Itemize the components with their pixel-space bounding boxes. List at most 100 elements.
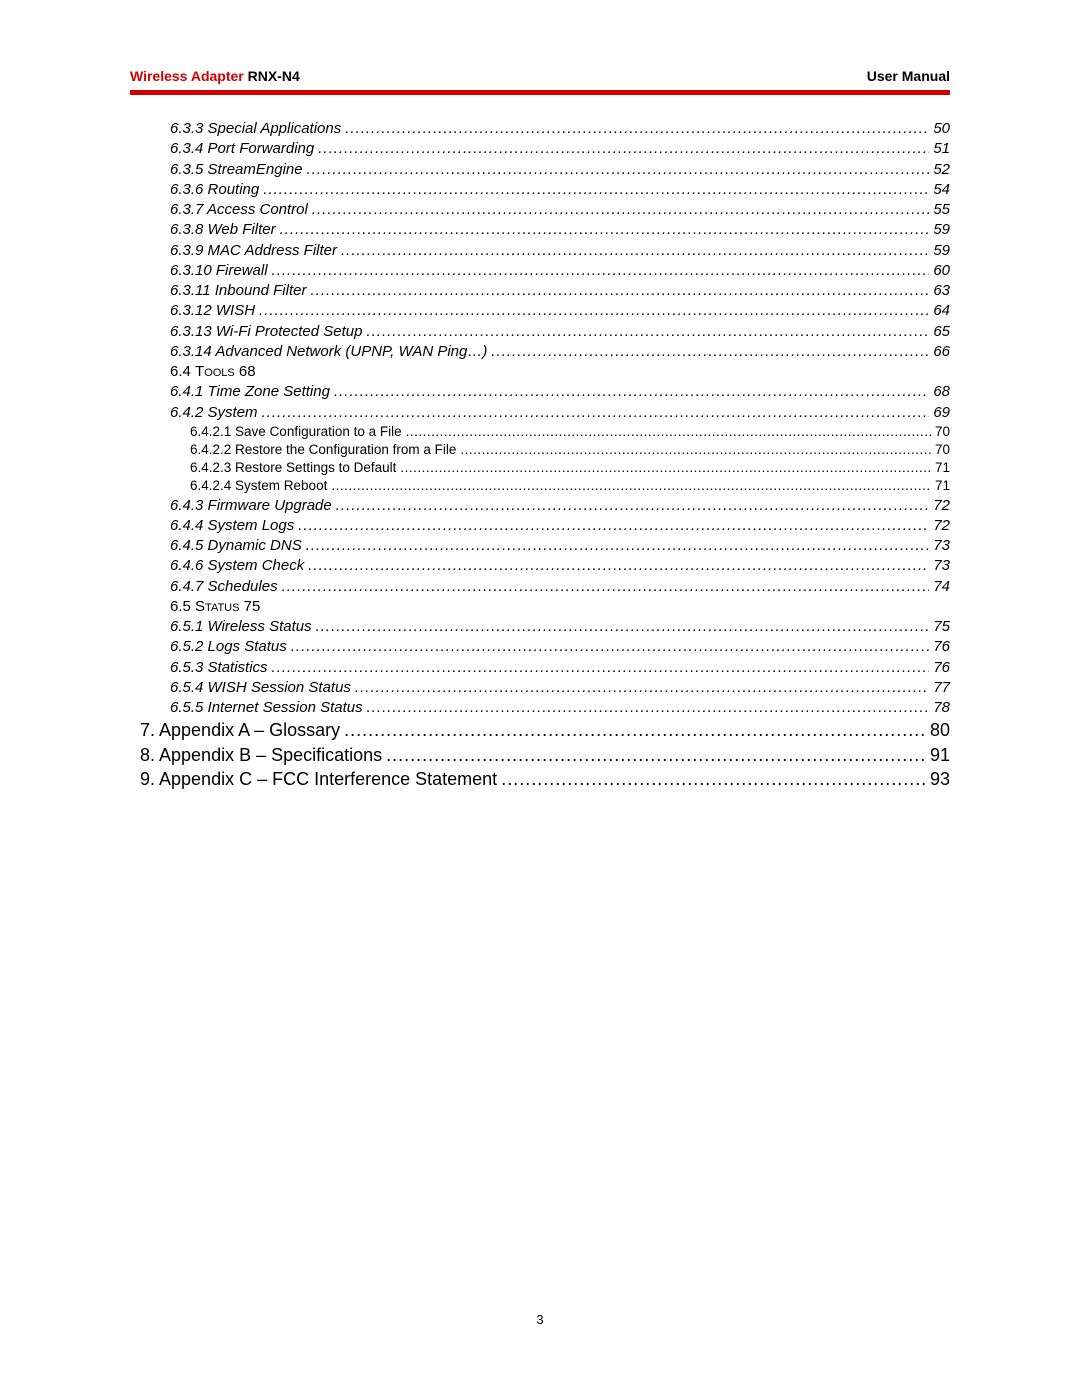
toc-leader-dots — [291, 637, 930, 657]
toc-entry-page: 55 — [933, 200, 950, 220]
toc-entry: 6.4.5 Dynamic DNS 73 — [130, 536, 950, 556]
toc-entry: 6.5 Status 75 — [130, 597, 950, 617]
toc-entry-label: 6.4.2.3 Restore Settings to Default — [190, 459, 396, 477]
toc-leader-dots — [336, 496, 930, 516]
toc-entry-page: 52 — [933, 160, 950, 180]
toc-entry: 6.3.13 Wi-Fi Protected Setup 65 — [130, 322, 950, 342]
toc-entry-page: 59 — [933, 241, 950, 261]
toc-entry-label: 6.3.4 Port Forwarding — [170, 139, 314, 159]
toc-entry-page: 54 — [933, 180, 950, 200]
toc-entry-page: 78 — [933, 698, 950, 718]
toc-entry-page: 60 — [933, 261, 950, 281]
toc-entry: 6.4.2.3 Restore Settings to Default 71 — [130, 459, 950, 477]
toc-entry: 6.3.9 MAC Address Filter 59 — [130, 241, 950, 261]
toc-entry-page: 71 — [935, 459, 950, 477]
toc-entry: 6.3.5 StreamEngine 52 — [130, 160, 950, 180]
toc-entry-page: 65 — [933, 322, 950, 342]
toc-entry-page: 59 — [933, 220, 950, 240]
toc-entry: 6.3.14 Advanced Network (UPNP, WAN Ping…… — [130, 342, 950, 362]
toc-entry-page: 77 — [933, 678, 950, 698]
toc-entry: 6.4.2.1 Save Configuration to a File 70 — [130, 423, 950, 441]
toc-entry: 6.4.4 System Logs 72 — [130, 516, 950, 536]
toc-leader-dots — [366, 322, 929, 342]
toc-entry: 6.5.5 Internet Session Status 78 — [130, 698, 950, 718]
toc-leader-dots — [310, 281, 929, 301]
toc-leader-dots — [341, 241, 929, 261]
toc-entry: 6.5.3 Statistics 76 — [130, 658, 950, 678]
toc-entry-page: 66 — [933, 342, 950, 362]
toc-entry-label: 6.5.5 Internet Session Status — [170, 698, 363, 718]
header-divider — [130, 90, 950, 95]
toc-entry-label: 6.3.12 WISH — [170, 301, 255, 321]
toc-entry-label: 6.4.3 Firmware Upgrade — [170, 496, 332, 516]
toc-entry-page: 91 — [930, 743, 950, 767]
toc-entry-label: 6.4.5 Dynamic DNS — [170, 536, 302, 556]
toc-entry: 8. Appendix B – Specifications 91 — [130, 743, 950, 767]
toc-entry-page: 73 — [933, 536, 950, 556]
header-right: User Manual — [867, 68, 950, 84]
toc-entry-label: 6.4.4 System Logs — [170, 516, 294, 536]
toc-leader-dots — [298, 516, 929, 536]
toc-entry-label: 6.3.5 StreamEngine — [170, 160, 303, 180]
toc-entry-page: 93 — [930, 767, 950, 791]
toc-leader-dots — [501, 767, 926, 791]
toc-entry-label: 6.3.8 Web Filter — [170, 220, 276, 240]
toc-entry: 6.4.1 Time Zone Setting 68 — [130, 382, 950, 402]
toc-entry: 6.4.2 System 69 — [130, 403, 950, 423]
toc-leader-dots — [460, 441, 931, 459]
toc-entry-label: 8. Appendix B – Specifications — [140, 743, 382, 767]
toc-entry-page: 70 — [935, 423, 950, 441]
page-header: Wireless Adapter RNX-N4 User Manual — [130, 68, 950, 90]
toc-entry-label: 6.5.3 Statistics — [170, 658, 268, 678]
toc-leader-dots — [331, 477, 931, 495]
toc-entry: 6.4.2.2 Restore the Configuration from a… — [130, 441, 950, 459]
page-number: 3 — [0, 1312, 1080, 1327]
toc-entry-label: 6.4 Tools 68 — [170, 362, 256, 382]
toc-entry: 6.3.8 Web Filter 59 — [130, 220, 950, 240]
toc-entry: 6.4.6 System Check 73 — [130, 556, 950, 576]
toc-entry: 6.3.10 Firewall 60 — [130, 261, 950, 281]
toc-entry-label: 6.4.7 Schedules — [170, 577, 278, 597]
toc-entry-page: 68 — [933, 382, 950, 402]
toc-leader-dots — [367, 698, 930, 718]
toc-entry: 9. Appendix C – FCC Interference Stateme… — [130, 767, 950, 791]
toc-leader-dots — [262, 403, 930, 423]
toc-entry-label: 6.5 Status 75 — [170, 597, 260, 617]
toc-entry-label: 6.4.6 System Check — [170, 556, 304, 576]
toc-entry-page: 73 — [933, 556, 950, 576]
toc-entry-page: 80 — [930, 718, 950, 742]
toc-leader-dots — [316, 617, 930, 637]
toc-entry: 6.5.1 Wireless Status 75 — [130, 617, 950, 637]
table-of-contents: 6.3.3 Special Applications 50 6.3.4 Port … — [130, 119, 950, 791]
toc-entry-page: 50 — [933, 119, 950, 139]
toc-leader-dots — [307, 160, 930, 180]
toc-entry-label: 6.4.2.1 Save Configuration to a File — [190, 423, 402, 441]
toc-entry: 7. Appendix A – Glossary 80 — [130, 718, 950, 742]
toc-entry: 6.5.2 Logs Status 76 — [130, 637, 950, 657]
toc-entry: 6.3.6 Routing 54 — [130, 180, 950, 200]
toc-leader-dots — [308, 556, 929, 576]
toc-entry: 6.4.2.4 System Reboot71 — [130, 477, 950, 495]
header-left: Wireless Adapter RNX-N4 — [130, 68, 300, 84]
toc-entry: 6.4.3 Firmware Upgrade 72 — [130, 496, 950, 516]
toc-leader-dots — [400, 459, 931, 477]
toc-leader-dots — [318, 139, 929, 159]
toc-entry-label: 6.3.14 Advanced Network (UPNP, WAN Ping…… — [170, 342, 487, 362]
toc-entry-label: 6.3.7 Access Control — [170, 200, 308, 220]
toc-entry-page: 63 — [933, 281, 950, 301]
toc-leader-dots — [259, 301, 929, 321]
page-container: Wireless Adapter RNX-N4 User Manual 6.3.… — [0, 0, 1080, 831]
toc-leader-dots — [272, 658, 930, 678]
toc-entry-label: 6.5.4 WISH Session Status — [170, 678, 351, 698]
toc-entry-page: 76 — [933, 637, 950, 657]
toc-entry-label: 6.5.1 Wireless Status — [170, 617, 312, 637]
toc-entry-label: 6.3.9 MAC Address Filter — [170, 241, 337, 261]
toc-entry-page: 74 — [933, 577, 950, 597]
toc-entry-page: 64 — [933, 301, 950, 321]
toc-entry-label: 6.4.2.2 Restore the Configuration from a… — [190, 441, 456, 459]
toc-entry-label: 6.3.3 Special Applications — [170, 119, 341, 139]
toc-leader-dots — [334, 382, 929, 402]
toc-entry-label: 6.3.6 Routing — [170, 180, 259, 200]
toc-leader-dots — [386, 743, 926, 767]
toc-entry-label: 7. Appendix A – Glossary — [140, 718, 340, 742]
